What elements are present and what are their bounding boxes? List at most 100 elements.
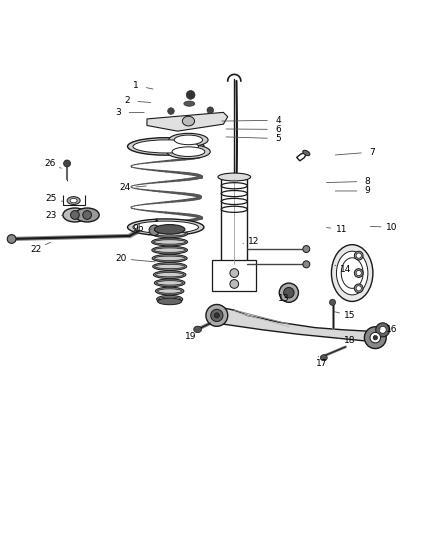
Text: 19: 19 [185, 332, 196, 341]
Ellipse shape [174, 135, 203, 144]
Ellipse shape [159, 297, 180, 302]
Bar [212, 260, 256, 290]
Ellipse shape [168, 108, 174, 115]
Circle shape [214, 313, 219, 318]
Polygon shape [147, 112, 228, 131]
Text: 9: 9 [364, 187, 370, 196]
Text: 9b: 9b [132, 224, 144, 233]
Circle shape [303, 246, 310, 253]
Ellipse shape [154, 256, 185, 261]
Circle shape [354, 269, 363, 277]
Ellipse shape [184, 101, 195, 106]
Circle shape [373, 335, 378, 340]
Ellipse shape [207, 107, 214, 114]
Circle shape [284, 287, 294, 298]
Ellipse shape [154, 248, 185, 252]
Ellipse shape [155, 272, 184, 277]
Ellipse shape [153, 271, 186, 279]
Circle shape [364, 327, 386, 349]
Text: 8: 8 [364, 177, 370, 186]
Text: 7: 7 [369, 148, 374, 157]
Circle shape [279, 283, 298, 302]
Circle shape [376, 323, 390, 337]
Ellipse shape [156, 295, 183, 303]
Ellipse shape [152, 246, 187, 254]
Text: 14: 14 [340, 265, 351, 274]
Circle shape [356, 286, 361, 291]
Ellipse shape [320, 354, 327, 361]
Circle shape [230, 269, 239, 277]
Ellipse shape [63, 208, 87, 222]
Ellipse shape [166, 144, 210, 159]
Text: 15: 15 [344, 311, 356, 320]
Circle shape [149, 225, 159, 236]
Ellipse shape [156, 281, 183, 285]
Ellipse shape [75, 208, 99, 222]
Ellipse shape [218, 173, 251, 181]
Ellipse shape [172, 147, 205, 157]
Circle shape [354, 284, 363, 293]
Ellipse shape [154, 231, 186, 236]
Circle shape [206, 304, 228, 326]
Text: 20: 20 [115, 254, 127, 263]
Ellipse shape [71, 211, 79, 220]
Circle shape [211, 309, 223, 321]
Ellipse shape [332, 245, 373, 302]
Ellipse shape [169, 133, 208, 147]
Circle shape [356, 253, 361, 258]
Bar [221, 179, 247, 264]
Text: 22: 22 [30, 245, 41, 254]
Text: 1: 1 [133, 81, 139, 90]
Ellipse shape [329, 299, 336, 305]
Ellipse shape [155, 287, 184, 295]
Ellipse shape [336, 251, 368, 295]
Text: 12: 12 [248, 237, 260, 246]
Ellipse shape [154, 240, 186, 244]
Text: 3: 3 [116, 108, 121, 117]
Ellipse shape [194, 326, 201, 333]
Text: 26: 26 [44, 159, 55, 168]
Ellipse shape [127, 219, 204, 236]
Text: 17: 17 [316, 359, 327, 368]
Circle shape [354, 251, 363, 260]
Ellipse shape [83, 211, 92, 220]
Ellipse shape [133, 140, 198, 153]
Circle shape [303, 261, 310, 268]
Ellipse shape [158, 298, 182, 305]
Ellipse shape [67, 197, 80, 205]
Text: 24: 24 [120, 183, 131, 192]
Ellipse shape [303, 150, 310, 156]
Ellipse shape [158, 289, 182, 293]
Ellipse shape [64, 160, 71, 167]
Ellipse shape [155, 264, 184, 269]
Ellipse shape [127, 138, 204, 155]
Text: 13: 13 [278, 294, 290, 303]
Ellipse shape [154, 279, 185, 287]
Ellipse shape [152, 238, 188, 246]
Ellipse shape [153, 263, 187, 270]
Text: 5: 5 [275, 134, 281, 143]
Text: 23: 23 [45, 211, 57, 220]
Ellipse shape [186, 91, 195, 99]
Circle shape [7, 235, 16, 244]
Ellipse shape [154, 224, 185, 234]
Text: 6: 6 [275, 125, 281, 134]
Text: 4: 4 [275, 116, 281, 125]
Text: 16: 16 [386, 325, 397, 334]
Text: 2: 2 [124, 96, 130, 105]
Ellipse shape [133, 221, 198, 233]
Circle shape [379, 326, 386, 333]
Text: 18: 18 [344, 336, 356, 345]
Ellipse shape [152, 230, 188, 238]
Ellipse shape [182, 116, 194, 126]
Circle shape [230, 280, 239, 288]
Ellipse shape [70, 198, 77, 203]
Circle shape [356, 270, 361, 276]
Polygon shape [214, 308, 375, 341]
Circle shape [370, 333, 381, 343]
Ellipse shape [218, 261, 251, 268]
Text: 25: 25 [45, 195, 57, 203]
Text: 10: 10 [386, 223, 397, 232]
Text: 11: 11 [336, 225, 347, 234]
Ellipse shape [152, 254, 187, 262]
